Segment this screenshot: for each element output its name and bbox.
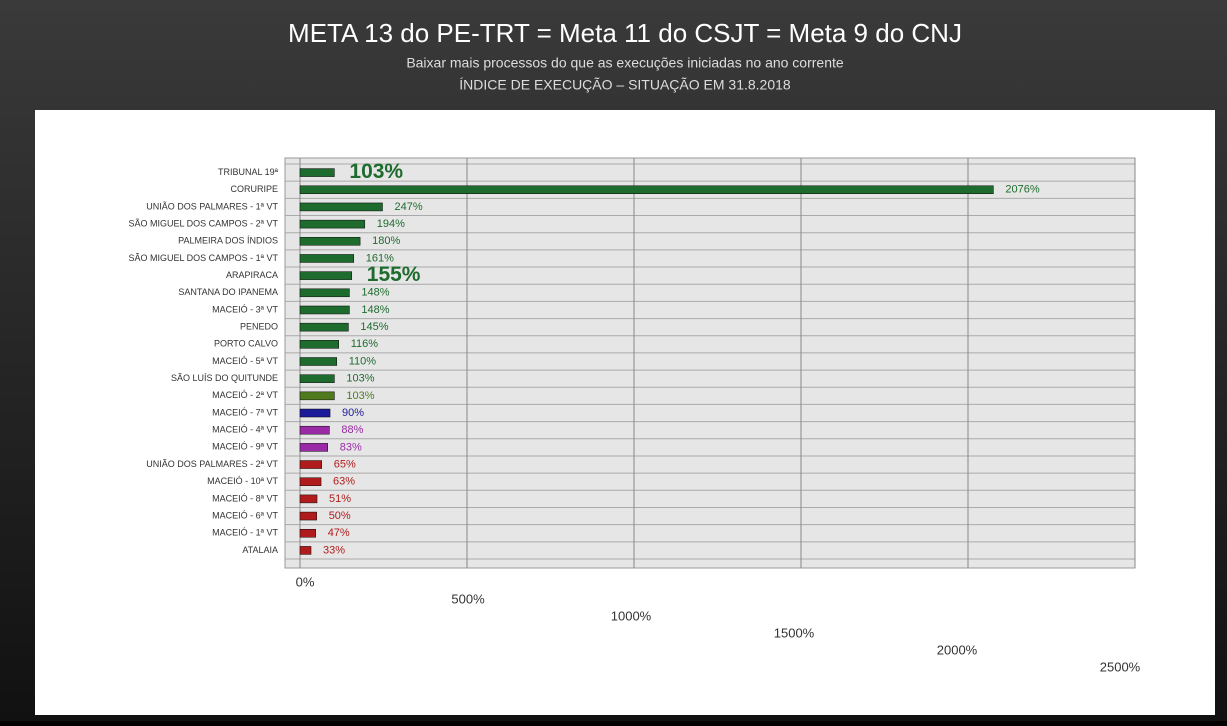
bar xyxy=(299,460,322,469)
data-label: 148% xyxy=(361,304,389,316)
bar xyxy=(299,168,335,177)
y-tick-label: MACEIÓ - 9ª VT xyxy=(212,442,278,452)
data-label: 155% xyxy=(367,263,421,286)
data-label: 116% xyxy=(351,338,379,350)
bar xyxy=(299,528,316,538)
y-tick-label: ATALAIA xyxy=(242,545,278,555)
y-tick-label: MACEIÓ - 4ª VT xyxy=(212,425,278,435)
y-tick-label: UNIÃO DOS PALMARES - 2ª VT xyxy=(146,459,278,469)
x-tick-label: 500% xyxy=(451,591,485,606)
data-label: 47% xyxy=(328,527,350,539)
bar xyxy=(299,237,361,246)
y-tick-label: SANTANA DO IPANEMA xyxy=(178,287,278,297)
chart-title: META 13 do PE-TRT = Meta 11 do CSJT = Me… xyxy=(288,18,962,48)
data-label: 110% xyxy=(349,355,377,367)
data-label: 145% xyxy=(360,321,388,333)
y-tick-label: ARAPIRACA xyxy=(226,270,278,280)
data-label: 33% xyxy=(323,544,345,556)
bar xyxy=(299,254,355,263)
bar xyxy=(299,374,335,383)
data-label: 161% xyxy=(366,252,394,264)
x-tick-label: 1500% xyxy=(774,625,815,640)
data-label: 103% xyxy=(346,373,374,385)
plot-area xyxy=(284,157,1136,569)
bar xyxy=(299,288,350,298)
data-label: 180% xyxy=(372,235,400,247)
x-tick-label: 2500% xyxy=(1100,659,1141,674)
y-tick-label: PALMEIRA DOS ÍNDIOS xyxy=(178,236,278,246)
data-label: 103% xyxy=(346,390,374,402)
x-tick-label: 2000% xyxy=(937,642,978,657)
y-tick-label: MACEIÓ - 6ª VT xyxy=(212,510,278,520)
x-tick-label: 0% xyxy=(296,574,315,589)
bar xyxy=(299,546,312,555)
y-tick-label: PORTO CALVO xyxy=(214,339,278,349)
bar xyxy=(299,511,317,521)
bar xyxy=(299,477,322,486)
y-tick-label: MACEIÓ - 3ª VT xyxy=(212,304,278,314)
bar xyxy=(299,322,349,332)
data-label: 90% xyxy=(342,407,364,419)
subtitle: ÍNDICE DE EXECUÇÃO – SITUAÇÃO EM 31.8.20… xyxy=(459,77,791,93)
y-tick-label: UNIÃO DOS PALMARES - 1ª VT xyxy=(146,201,278,211)
bar xyxy=(299,202,383,212)
y-tick-label: MACEIÓ - 5ª VT xyxy=(212,356,278,366)
y-tick-label: MACEIÓ - 8ª VT xyxy=(212,493,278,503)
y-tick-label: SÃO MIGUEL DOS CAMPOS - 2ª VT xyxy=(128,218,278,228)
bar xyxy=(299,185,994,195)
data-label: 83% xyxy=(340,441,362,453)
y-tick-label: MACEIÓ - 2ª VT xyxy=(212,390,278,400)
bar xyxy=(299,357,337,366)
data-label: 51% xyxy=(329,493,351,505)
y-tick-label: TRIBUNAL 19ª xyxy=(218,167,279,177)
bar xyxy=(299,408,331,418)
data-label: 88% xyxy=(341,424,363,436)
bar xyxy=(299,305,350,315)
bar xyxy=(299,443,328,452)
data-label: 2076% xyxy=(1005,184,1039,196)
data-label: 247% xyxy=(394,201,422,213)
data-label: 50% xyxy=(329,510,351,522)
subtitle: Baixar mais processos do que as execuçõe… xyxy=(406,55,844,71)
data-label: 63% xyxy=(333,476,355,488)
y-tick-label: MACEIÓ - 10ª VT xyxy=(207,476,278,486)
data-label: 65% xyxy=(334,458,356,470)
y-tick-label: PENEDO xyxy=(240,322,278,332)
bar xyxy=(299,494,318,504)
bar xyxy=(299,391,335,401)
bar xyxy=(299,425,330,435)
y-tick-label: SÃO LUÍS DO QUITUNDE xyxy=(171,373,278,383)
y-tick-label: CORURIPE xyxy=(230,184,278,194)
data-label: 103% xyxy=(349,160,403,183)
data-label: 194% xyxy=(377,218,405,230)
bar xyxy=(299,340,339,349)
bar xyxy=(299,271,353,280)
data-label: 148% xyxy=(361,287,389,299)
y-tick-label: MACEIÓ - 7ª VT xyxy=(212,407,278,417)
y-tick-label: MACEIÓ - 1ª VT xyxy=(212,528,278,538)
x-tick-label: 1000% xyxy=(611,608,652,623)
y-tick-label: SÃO MIGUEL DOS CAMPOS - 1ª VT xyxy=(128,253,278,263)
bar xyxy=(299,219,366,229)
